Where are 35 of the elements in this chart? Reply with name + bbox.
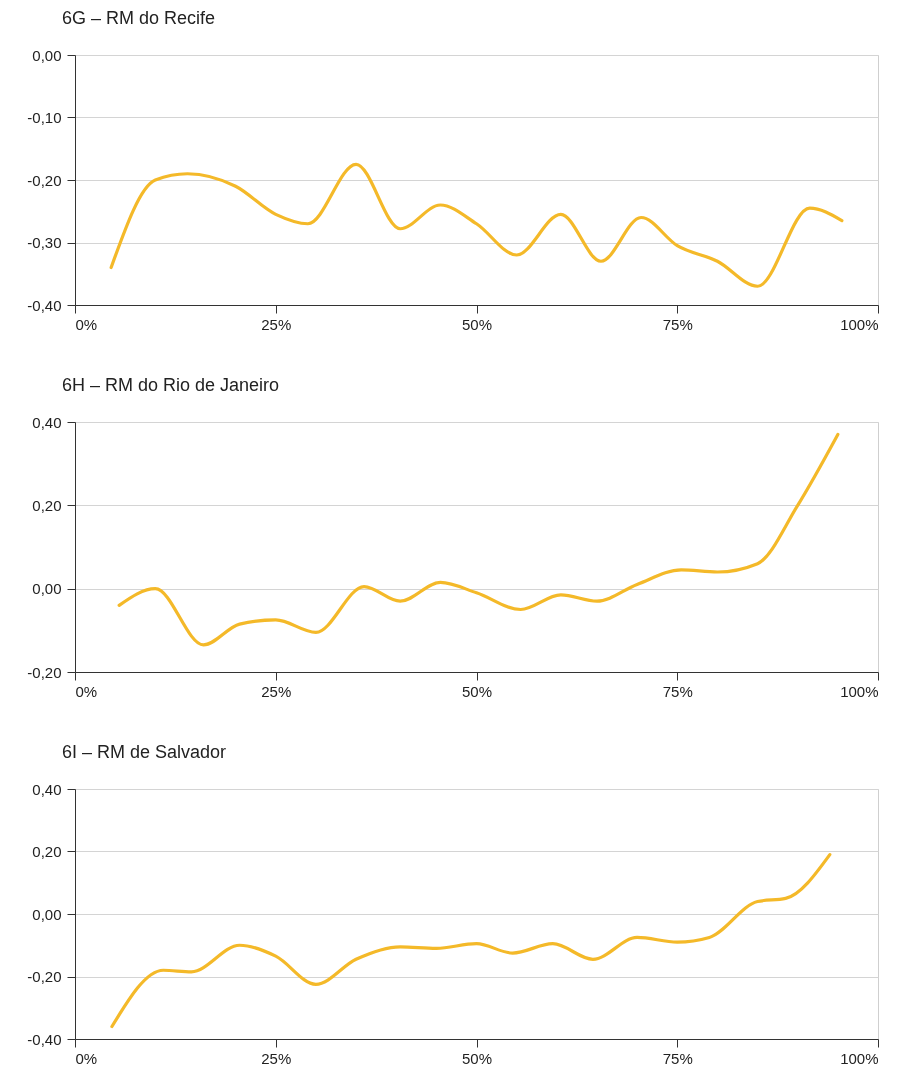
x-tick-label: 50% [461,315,493,333]
y-tick-label: -0,20 [27,171,62,189]
y-tick-label: 0,40 [32,413,62,431]
y-tick-label: -0,40 [27,296,62,314]
x-tick-label: 0% [75,315,98,333]
x-tick-label: 75% [662,1049,693,1067]
x-tick-label: 75% [662,315,693,333]
line-series [109,162,844,288]
x-tick-label: 100% [840,1049,879,1067]
y-tick-label: -0,40 [27,1030,62,1048]
y-tick-label: 0,00 [32,46,62,64]
y-tick-label: 0,20 [32,496,62,514]
chart-title: 6H – RM do Rio de Janeiro [62,375,280,395]
x-tick-label: 25% [261,315,292,333]
chart-title: 6G – RM do Recife [62,8,216,28]
x-tick-label: 0% [75,1049,98,1067]
line-series [117,432,840,647]
y-tick-label: -0,30 [27,234,62,251]
y-tick-label: 0,00 [32,905,62,923]
x-tick-label: 100% [840,315,879,333]
y-tick-label: -0,20 [27,663,62,681]
x-tick-label: 75% [662,682,693,700]
x-tick-label: 25% [261,1049,292,1067]
y-tick-label: -0,10 [27,109,62,126]
x-tick-label: 25% [261,682,292,700]
y-tick-label: -0,20 [27,968,62,985]
x-tick-label: 0% [75,682,98,700]
x-tick-label: 100% [840,682,879,700]
x-tick-label: 50% [461,682,493,700]
y-tick-label: 0,40 [32,780,62,798]
chart-title: 6I – RM de Salvador [62,742,227,762]
x-tick-label: 50% [461,1049,493,1067]
line-series [110,853,832,1029]
y-tick-label: 0,00 [32,580,62,598]
y-tick-label: 0,20 [32,843,62,860]
